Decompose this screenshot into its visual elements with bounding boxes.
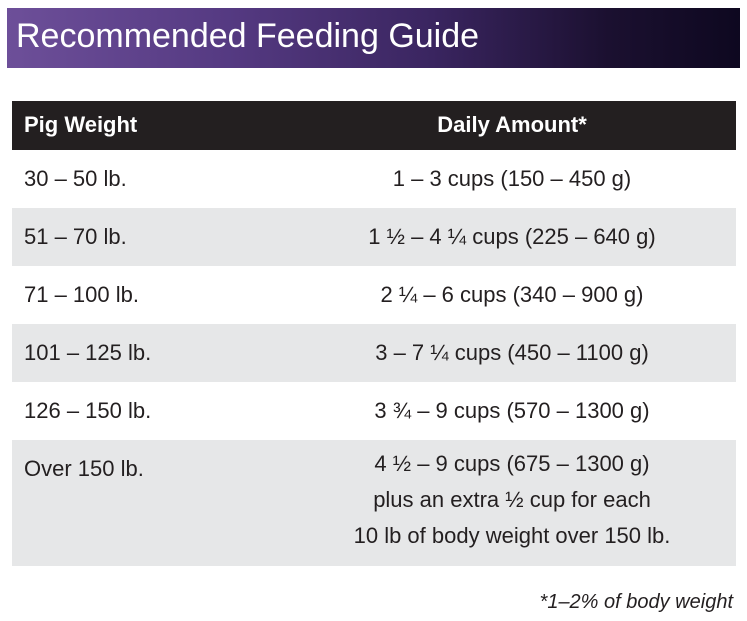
weight-cell: 30 – 50 lb. (24, 166, 127, 191)
table-row: 71 – 100 lb. 2 ¼ – 6 cups (340 – 900 g) (12, 266, 736, 324)
weight-cell: 101 – 125 lb. (24, 340, 152, 365)
amount-cell: 1 – 3 cups (150 – 450 g) (252, 166, 747, 192)
weight-cell: Over 150 lb. (24, 456, 144, 481)
feeding-table: Pig Weight Daily Amount* 30 – 50 lb. 1 –… (12, 101, 736, 566)
title-banner: Recommended Feeding Guide (7, 8, 740, 68)
amount-line: 2 ¼ – 6 cups (340 – 900 g) (380, 282, 644, 307)
amount-line: 1 ½ – 4 ¼ cups (225 – 640 g) (368, 224, 656, 249)
amount-cell: 1 ½ – 4 ¼ cups (225 – 640 g) (252, 224, 747, 250)
weight-cell: 126 – 150 lb. (24, 398, 152, 423)
amount-line: 3 – 7 ¼ cups (450 – 1100 g) (375, 340, 649, 365)
amount-line: 10 lb of body weight over 150 lb. (353, 523, 671, 548)
page-title: Recommended Feeding Guide (16, 17, 480, 55)
weight-cell: 71 – 100 lb. (24, 282, 139, 307)
amount-cell: 4 ½ – 9 cups (675 – 1300 g) plus an extr… (252, 446, 747, 554)
footnote: *1–2% of body weight (539, 591, 733, 613)
amount-line: 1 – 3 cups (150 – 450 g) (392, 166, 632, 191)
table-row: 51 – 70 lb. 1 ½ – 4 ¼ cups (225 – 640 g) (12, 208, 736, 266)
table-row: 30 – 50 lb. 1 – 3 cups (150 – 450 g) (12, 150, 736, 208)
table-row: 126 – 150 lb. 3 ¾ – 9 cups (570 – 1300 g… (12, 382, 736, 440)
table-row: 101 – 125 lb. 3 – 7 ¼ cups (450 – 1100 g… (12, 324, 736, 382)
header-daily-amount: Daily Amount* (437, 112, 587, 137)
amount-cell: 3 ¾ – 9 cups (570 – 1300 g) (252, 398, 747, 424)
table-header: Pig Weight Daily Amount* (12, 101, 736, 150)
weight-cell: 51 – 70 lb. (24, 224, 127, 249)
header-pig-weight: Pig Weight (24, 112, 138, 137)
amount-line: plus an extra ½ cup for each (373, 487, 651, 512)
amount-line: 3 ¾ – 9 cups (570 – 1300 g) (374, 398, 650, 423)
amount-line: 4 ½ – 9 cups (675 – 1300 g) (374, 451, 650, 476)
amount-cell: 3 – 7 ¼ cups (450 – 1100 g) (252, 340, 747, 366)
amount-cell: 2 ¼ – 6 cups (340 – 900 g) (252, 282, 747, 308)
table-row: Over 150 lb. 4 ½ – 9 cups (675 – 1300 g)… (12, 440, 736, 566)
